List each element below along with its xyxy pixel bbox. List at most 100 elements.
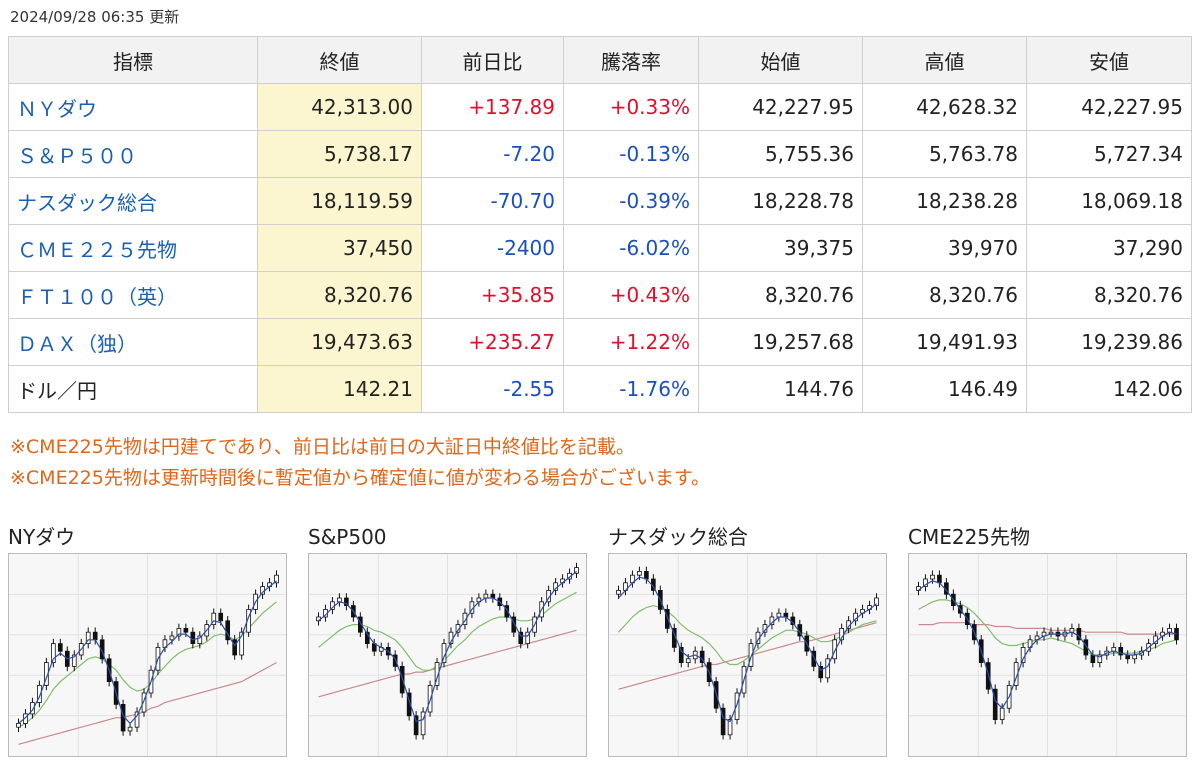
rate-value: -0.13% [563, 130, 699, 178]
indicator-name-cell[interactable]: ＤＡＸ（独） [8, 318, 258, 366]
candle-body [937, 574, 942, 584]
candle-body [699, 650, 705, 663]
candlestick-chart [309, 554, 586, 756]
candle-body [1076, 628, 1082, 641]
change-value: -2400 [421, 224, 564, 272]
candle-body [825, 658, 831, 679]
change-value: -7.20 [421, 130, 564, 178]
open-value: 18,228.78 [698, 177, 863, 225]
open-value: 19,257.68 [698, 318, 863, 366]
candle-body [685, 658, 691, 664]
rate-value: +0.33% [563, 83, 699, 131]
candle-body [274, 574, 279, 584]
high-value: 19,491.93 [862, 318, 1027, 366]
indicator-link[interactable]: ナスダック総合 [17, 190, 157, 215]
chart-area[interactable] [908, 553, 1187, 757]
candle-body [176, 628, 182, 637]
candle-body [92, 631, 98, 641]
table-row: ＮＹダウ 42,313.00 +137.89 +0.33% 42,227.95 42,62… [8, 83, 1192, 131]
rate-value: +1.22% [563, 318, 699, 366]
candle-body [141, 692, 147, 713]
candle-body [811, 650, 817, 667]
change-value: -70.70 [421, 177, 564, 225]
ma-long-line [18, 662, 277, 745]
table-row: ＤＡＸ（独） 19,473.63 +235.27 +1.22% 19,257.68 19,… [8, 318, 1192, 366]
candle-body [1118, 647, 1124, 656]
chart-area[interactable] [8, 553, 287, 757]
header-indicator: 指標 [8, 36, 258, 84]
header-close: 終値 [257, 36, 422, 84]
candle-body [637, 570, 642, 576]
rate-value: -0.39% [563, 177, 699, 225]
update-timestamp: 2024/09/28 06:35 更新 [10, 8, 180, 26]
candle-body [58, 643, 63, 652]
candle-body [190, 631, 196, 644]
candle-body [392, 654, 398, 667]
candle-body [197, 635, 203, 644]
candle-body [344, 597, 349, 606]
indicator-link[interactable]: ＣＭＥ２２５先物 [17, 237, 177, 262]
mini-chart[interactable]: ナスダック総合 [608, 523, 887, 757]
candle-body [518, 631, 524, 644]
note-line: ※CME225先物は円建てであり、前日比は前日の大証日中終値比を記載。 [10, 436, 635, 458]
candle-body [930, 574, 935, 580]
candle-body [71, 654, 77, 667]
candle-body [616, 590, 621, 595]
candle-body [169, 635, 175, 641]
rate-value: -1.76% [563, 365, 699, 413]
mini-chart[interactable]: CME225先物 [908, 523, 1187, 757]
indicator-name-cell[interactable]: Ｓ＆Ｐ５００ [8, 130, 258, 178]
ma-long-line [918, 622, 1177, 635]
mini-chart[interactable]: NYダウ [8, 523, 287, 757]
table-row: ＣＭＥ２２５先物 37,450 -2400 -6.02% 39,375 39,970 37,… [8, 224, 1192, 272]
indicator-name-cell[interactable]: ナスダック総合 [8, 177, 258, 225]
ma-short-line [618, 576, 877, 723]
candlestick-chart [909, 554, 1186, 756]
change-value: +137.89 [421, 83, 564, 131]
candle-body [727, 719, 733, 736]
candle-body [999, 707, 1005, 720]
indicator-link[interactable]: Ｓ＆Ｐ５００ [17, 143, 137, 168]
header-high: 高値 [862, 36, 1027, 84]
low-value: 42,227.95 [1026, 83, 1192, 131]
open-value: 8,320.76 [698, 271, 863, 319]
candle-body [30, 702, 35, 715]
candle-body [664, 609, 670, 629]
notes: ※CME225先物は円建てであり、前日比は前日の大証日中終値比を記載。 ※CME… [10, 432, 710, 494]
indicator-link[interactable]: ＮＹダウ [17, 96, 97, 121]
candle-body [406, 692, 412, 717]
candle-body [37, 684, 42, 703]
candle-body [574, 567, 579, 574]
open-value: 42,227.95 [698, 83, 863, 131]
indicator-name-cell[interactable]: ＦＴ１００（英） [8, 271, 258, 319]
candle-body [678, 647, 684, 664]
high-value: 146.49 [862, 365, 1027, 413]
candle-body [420, 711, 426, 736]
candle-body [232, 639, 237, 656]
table-row: ＦＴ１００（英） 8,320.76 +35.85 +0.43% 8,320.76 8,32… [8, 271, 1192, 319]
table-row: ナスダック総合 18,119.59 -70.70 -0.39% 18,228.78 18,… [8, 177, 1192, 225]
chart-area[interactable] [308, 553, 587, 757]
indicator-link[interactable]: ＤＡＸ（独） [17, 331, 137, 356]
close-value: 37,450 [257, 224, 422, 272]
low-value: 18,069.18 [1026, 177, 1192, 225]
high-value: 5,763.78 [862, 130, 1027, 178]
close-value: 142.21 [257, 365, 422, 413]
indicator-name-cell[interactable]: ＣＭＥ２２５先物 [8, 224, 258, 272]
chart-area[interactable] [608, 553, 887, 757]
indicator-name-cell[interactable]: ＮＹダウ [8, 83, 258, 131]
rate-value: +0.43% [563, 271, 699, 319]
open-value: 144.76 [698, 365, 863, 413]
candle-body [211, 612, 217, 626]
candle-body [832, 639, 837, 660]
candle-body [923, 578, 928, 587]
change-value: +235.27 [421, 318, 564, 366]
candlestick-chart [609, 554, 886, 756]
candle-body [16, 722, 21, 728]
indicator-name-cell: ドル／円 [8, 365, 258, 413]
indicator-link[interactable]: ＦＴ１００（英） [17, 284, 177, 309]
market-quotes-table: 指標 終値 前日比 騰落率 始値 高値 安値 ＮＹダウ 42,313.00 +137… [8, 36, 1192, 413]
mini-chart[interactable]: S&P500 [308, 523, 587, 757]
chart-title: S&P500 [308, 525, 387, 549]
candle-body [1048, 631, 1054, 635]
